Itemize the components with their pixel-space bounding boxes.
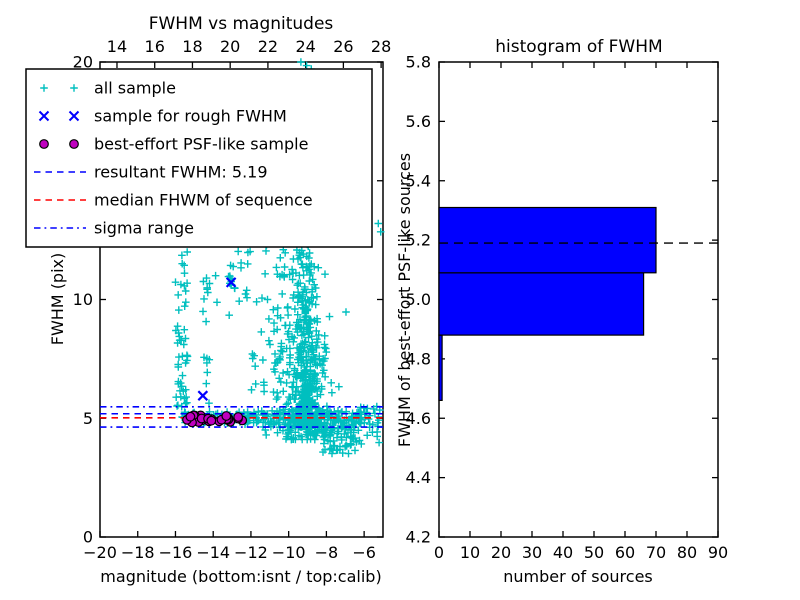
y-tick-label: 5.6	[406, 112, 431, 131]
x-tick-label: 60	[615, 543, 635, 562]
y-tick-label: 5.8	[406, 53, 431, 72]
psf-like-point	[221, 411, 232, 421]
x-tick-label-calib: 28	[371, 37, 391, 56]
x-tick-label: 0	[434, 543, 444, 562]
x-tick-label-calib: 22	[258, 37, 278, 56]
legend-label: best-effort PSF-like sample	[94, 135, 308, 154]
x-tick-label: 40	[553, 543, 573, 562]
x-tick-label-calib: 20	[220, 37, 240, 56]
y-tick-label: 4.4	[406, 468, 431, 487]
right-plot-data	[438, 206, 718, 402]
y-tick-label: 5.0	[406, 290, 431, 309]
y-tick-label: 4.2	[406, 528, 431, 547]
x-tick-label-calib: 16	[145, 37, 165, 56]
left-plot-xlabel: magnitude (bottom:isnt / top:calib)	[100, 567, 381, 586]
x-tick-label: 20	[491, 543, 511, 562]
left-plot-title: FWHM vs magnitudes	[149, 14, 334, 34]
x-tick-label-calib: 26	[333, 37, 353, 56]
legend-label: median FHWM of sequence	[94, 191, 313, 210]
x-tick-label-isnt: −10	[272, 543, 306, 562]
left-plot-data	[100, 58, 385, 458]
x-tick-label: 80	[677, 543, 697, 562]
legend-box	[25, 68, 373, 248]
legend-label: sigma range	[94, 219, 194, 238]
legend-label: all sample	[94, 79, 176, 98]
psf-like-point	[233, 412, 244, 422]
legend-label: resultant FWHM: 5.19	[94, 163, 268, 182]
y-tick-label: 10	[73, 290, 93, 309]
x-tick-label-isnt: −6	[352, 543, 376, 562]
histogram-bar	[438, 206, 657, 274]
x-tick-label-isnt: −12	[234, 543, 268, 562]
y-tick-label: 20	[73, 53, 93, 72]
histogram-bar	[438, 272, 645, 336]
legend-marker-circle	[69, 139, 79, 149]
x-tick-label: 10	[460, 543, 480, 562]
y-tick-label: 5	[83, 409, 93, 428]
psf-like-point	[185, 411, 196, 422]
y-tick-label: 5.2	[406, 231, 431, 250]
psf-like-point	[206, 415, 217, 426]
x-tick-label-calib: 24	[295, 37, 315, 56]
legend-label: sample for rough FWHM	[94, 107, 287, 126]
x-tick-label: 90	[708, 543, 728, 562]
x-tick-label: 30	[522, 543, 542, 562]
x-tick-label-calib: 14	[107, 37, 127, 56]
histogram-bar	[438, 334, 443, 402]
right-plot-xlabel: number of sources	[503, 567, 653, 586]
rough-fwhm-points	[197, 277, 237, 401]
y-tick-label: 5.4	[406, 171, 431, 190]
x-tick-label: 50	[584, 543, 604, 562]
y-tick-label: 4.6	[406, 409, 431, 428]
x-tick-label-isnt: −20	[83, 543, 117, 562]
right-plot-title: histogram of FWHM	[495, 37, 662, 57]
y-tick-label: 0	[83, 528, 93, 547]
x-tick-label-calib: 18	[182, 37, 202, 56]
legend-marker-x	[38, 110, 80, 122]
x-tick-label-isnt: −14	[196, 543, 230, 562]
legend: all sample sample for rough FWHM best-effo…	[25, 68, 373, 248]
x-tick-label-isnt: −18	[121, 543, 155, 562]
right-plot-ylabel: FWHM of best-effort PSF-like sources	[395, 153, 414, 447]
x-tick-label-isnt: −8	[315, 543, 339, 562]
x-tick-label-isnt: −16	[159, 543, 193, 562]
y-tick-label: 4.8	[406, 349, 431, 368]
left-plot-axes: −20 −18 −16 −14 −12 −10 −8 −6 14 16 18 20 22 24 26 28 0 5…	[73, 37, 392, 562]
x-tick-label: 70	[646, 543, 666, 562]
left-plot-ylabel: FWHM (pix)	[48, 253, 67, 346]
legend-marker-plus	[40, 84, 78, 92]
right-plot-axes: 0 10 20 30 40 50 60 70 80 90 4.2 4.4 4.6 4.8 5.0 5.2 5.4…	[406, 53, 729, 563]
legend-marker-circle	[39, 139, 49, 149]
